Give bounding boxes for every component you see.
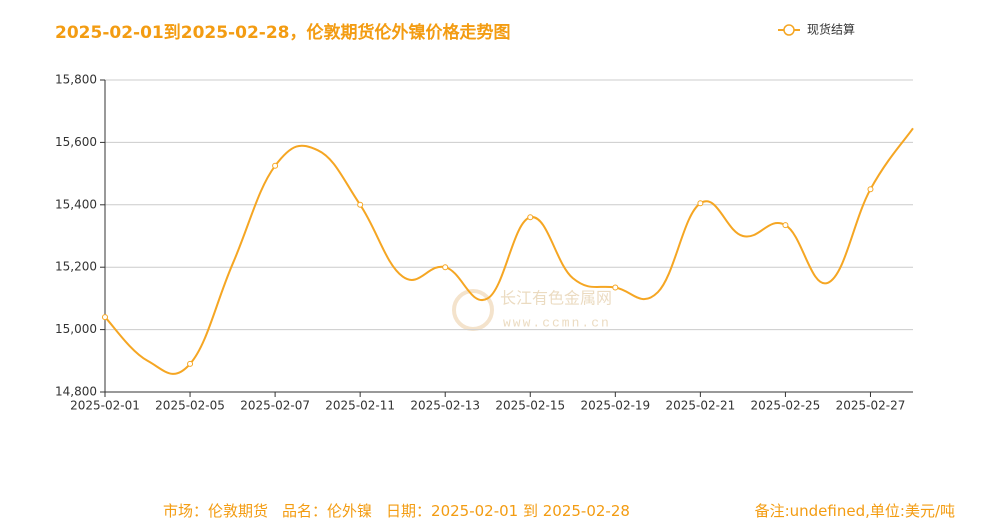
x-tick-label: 2025-02-13 bbox=[410, 399, 480, 413]
point bbox=[612, 284, 619, 291]
point bbox=[782, 222, 789, 229]
x-tick-label: 2025-02-15 bbox=[495, 399, 565, 413]
y-tick-label: 14,800 bbox=[55, 385, 97, 399]
series-line bbox=[104, 127, 914, 375]
chart-title: 2025-02-01到2025-02-28，伦敦期货伦外镍价格走势图 bbox=[55, 22, 510, 43]
footer-product: 品名：伦外镍 bbox=[282, 502, 373, 520]
point bbox=[527, 214, 534, 221]
x-tick-label: 2025-02-01 bbox=[70, 399, 140, 413]
y-tick-label: 15,000 bbox=[55, 322, 97, 336]
y-tick-label: 15,600 bbox=[55, 135, 97, 149]
x-tick-label: 2025-02-21 bbox=[665, 399, 735, 413]
chart: 2025-02-01到2025-02-28，伦敦期货伦外镍价格走势图 长江有色金… bbox=[55, 22, 914, 413]
footer-note: 备注:undefined,单位:美元/吨 bbox=[754, 502, 955, 520]
x-tick-label: 2025-02-07 bbox=[240, 399, 310, 413]
y-tick-label: 15,200 bbox=[55, 260, 97, 274]
x-tick-label: 2025-02-11 bbox=[325, 399, 395, 413]
watermark-url: www.ccmn.cn bbox=[503, 315, 611, 330]
watermark-logo bbox=[452, 289, 494, 331]
x-tick-label: 2025-02-05 bbox=[155, 399, 225, 413]
legend-marker bbox=[783, 24, 795, 36]
point bbox=[357, 201, 364, 208]
point bbox=[697, 200, 704, 207]
x-tick-label: 2025-02-27 bbox=[836, 399, 906, 413]
watermark: 长江有色金属网 www.ccmn.cn bbox=[452, 289, 612, 331]
y-tick-label: 15,800 bbox=[55, 73, 97, 87]
legend-label: 现货结算 bbox=[807, 22, 855, 37]
point bbox=[867, 186, 874, 193]
point bbox=[187, 360, 194, 367]
x-tick-label: 2025-02-25 bbox=[751, 399, 821, 413]
watermark-name: 长江有色金属网 bbox=[500, 289, 612, 308]
point bbox=[442, 264, 449, 271]
footer-date: 日期：2025-02-01 到 2025-02-28 bbox=[386, 502, 630, 520]
point bbox=[272, 162, 279, 169]
y-tick-label: 15,400 bbox=[55, 197, 97, 211]
x-tick-label: 2025-02-19 bbox=[580, 399, 650, 413]
footer-market: 市场：伦敦期货 bbox=[163, 502, 269, 520]
footer-left: 市场：伦敦期货 品名：伦外镍 日期：2025-02-01 到 2025-02-28 bbox=[163, 500, 644, 521]
point bbox=[102, 314, 108, 321]
